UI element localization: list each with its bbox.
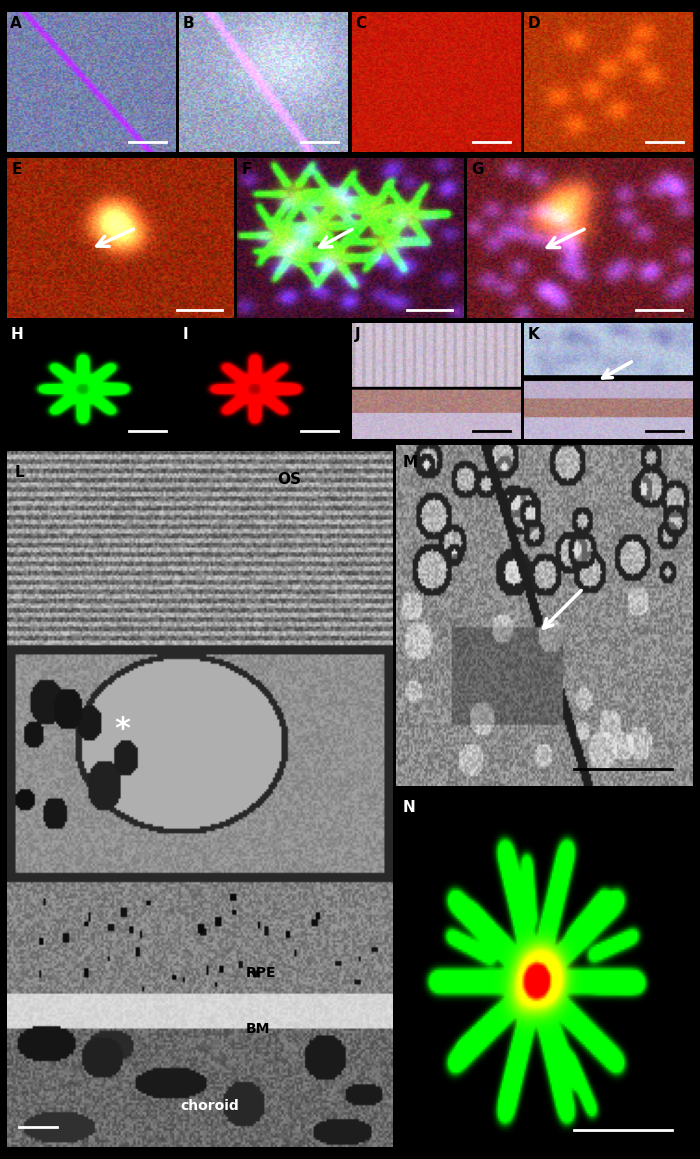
Text: I: I [183,327,188,342]
Text: A: A [10,16,22,31]
Text: J: J [355,327,360,342]
Text: M: M [402,455,417,471]
Text: L: L [15,465,24,480]
Text: E: E [11,162,22,177]
Text: B: B [183,16,195,31]
Text: D: D [528,16,540,31]
Text: OS: OS [277,472,301,487]
Text: K: K [528,327,539,342]
Text: H: H [10,327,23,342]
Text: C: C [355,16,366,31]
Text: choroid: choroid [181,1099,239,1113]
Text: F: F [241,162,252,177]
Text: *: * [115,715,131,744]
Text: N: N [402,800,415,815]
Text: BM: BM [246,1022,271,1036]
Text: RPE: RPE [246,967,276,981]
Text: G: G [471,162,484,177]
